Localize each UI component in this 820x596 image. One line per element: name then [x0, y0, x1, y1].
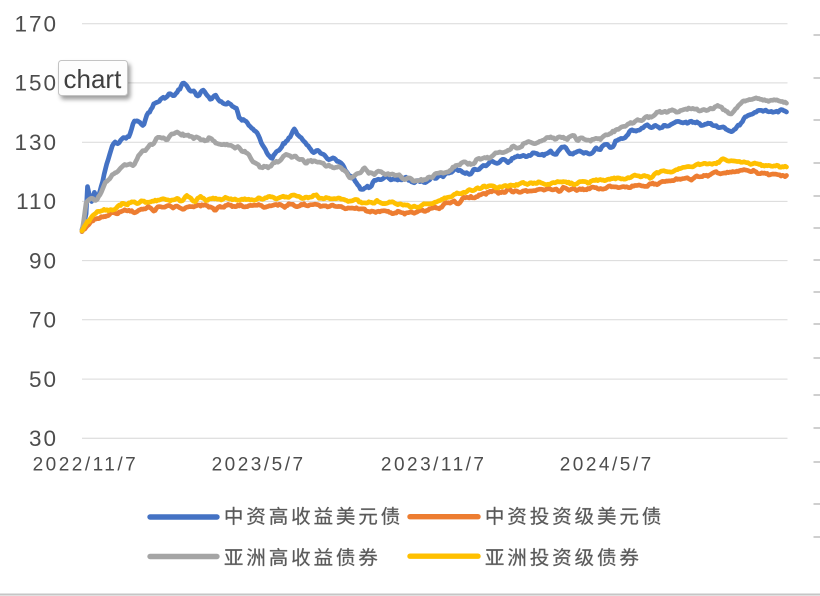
- svg-text:2022/11/7: 2022/11/7: [33, 454, 139, 475]
- svg-text:70: 70: [29, 308, 58, 333]
- svg-text:110: 110: [16, 189, 58, 214]
- svg-text:150: 150: [14, 71, 58, 96]
- svg-text:30: 30: [29, 426, 58, 451]
- svg-text:2024/5/7: 2024/5/7: [560, 454, 654, 475]
- svg-text:2023/5/7: 2023/5/7: [212, 454, 306, 475]
- svg-text:50: 50: [29, 367, 58, 392]
- svg-text:90: 90: [29, 248, 58, 273]
- svg-text:2023/11/7: 2023/11/7: [381, 454, 487, 475]
- svg-text:130: 130: [14, 130, 58, 155]
- svg-text:170: 170: [14, 12, 58, 37]
